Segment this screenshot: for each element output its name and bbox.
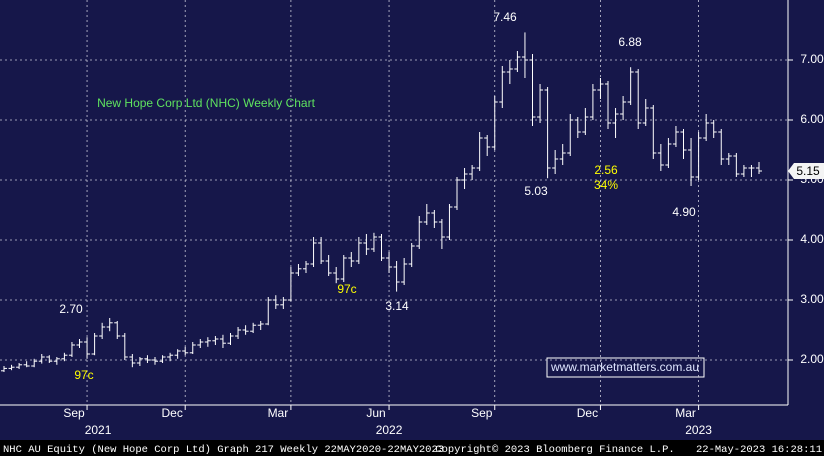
footer-left: NHC AU Equity (New Hope Corp Ltd) Graph … — [3, 444, 444, 456]
x-tick-label: Jun — [366, 406, 385, 420]
y-tick-label: 2.00 — [800, 352, 824, 366]
year-label: 2021 — [85, 423, 112, 437]
annotation: 34% — [594, 178, 618, 192]
website: www.marketmatters.com.au — [550, 360, 699, 374]
annotation: 2.56 — [594, 163, 618, 177]
y-tick-label: 7.00 — [800, 52, 824, 66]
year-label: 2023 — [685, 423, 712, 437]
y-tick-label: 3.00 — [800, 292, 824, 306]
website-box — [546, 357, 705, 378]
y-tick-label: 4.00 — [800, 232, 824, 246]
footer-center: Copyright© 2023 Bloomberg Finance L.P. — [435, 444, 674, 456]
x-tick-label: Sep — [471, 406, 493, 420]
annotation: 97c — [337, 282, 356, 296]
annotation: 6.88 — [618, 35, 642, 49]
x-tick-label: Mar — [268, 406, 289, 420]
x-tick-label: Dec — [577, 406, 598, 420]
chart-title: New Hope Corp Ltd (NHC) Weekly Chart — [97, 96, 316, 110]
x-tick-label: Sep — [63, 406, 85, 420]
x-tick-label: Dec — [162, 406, 183, 420]
annotation: 2.70 — [59, 302, 83, 316]
y-tick-label: 6.00 — [800, 112, 824, 126]
x-tick-label: Mar — [675, 406, 696, 420]
annotation: 3.14 — [385, 299, 409, 313]
annotation: 97c — [74, 368, 93, 382]
last-price-box — [788, 163, 824, 179]
footer-right: 22-May-2023 16:28:11 — [696, 444, 822, 456]
last-price: 5.15 — [796, 164, 820, 178]
footer-bar — [0, 440, 824, 456]
year-label: 2022 — [376, 423, 403, 437]
annotation: 5.03 — [524, 184, 548, 198]
annotation: 7.46 — [493, 10, 517, 24]
background — [0, 0, 824, 440]
annotation: 4.90 — [672, 205, 696, 219]
